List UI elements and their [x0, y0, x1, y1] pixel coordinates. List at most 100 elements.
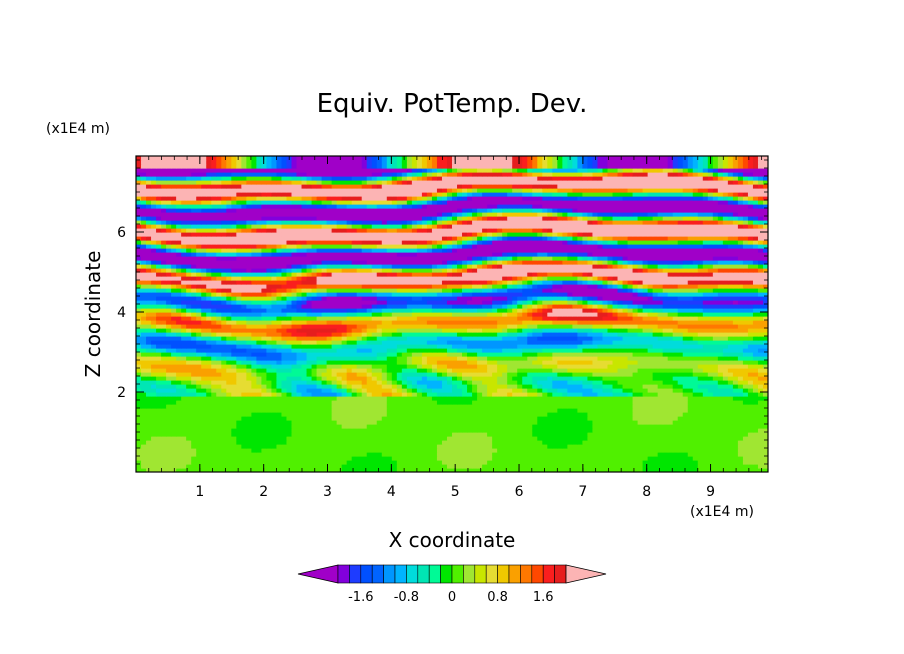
heatmap-cell: [532, 316, 538, 321]
heatmap-cell: [381, 416, 388, 421]
heatmap-cell: [356, 392, 363, 397]
heatmap-cell: [301, 312, 308, 317]
heatmap-cell: [742, 388, 749, 393]
heatmap-cell: [291, 388, 298, 393]
heatmap-cell: [682, 444, 689, 449]
heatmap-cell: [667, 400, 674, 405]
heatmap-cell: [492, 432, 498, 437]
heatmap-cell: [592, 448, 599, 453]
heatmap-cell: [366, 444, 373, 449]
heatmap-cell: [446, 372, 453, 377]
heatmap-cell: [241, 440, 247, 445]
heatmap-cell: [411, 448, 418, 453]
heatmap-cell: [306, 384, 313, 389]
heatmap-cell: [311, 412, 318, 417]
heatmap-cell: [542, 448, 548, 453]
heatmap-cell: [472, 400, 478, 405]
heatmap-cell: [587, 368, 594, 373]
heatmap-cell: [161, 396, 167, 401]
heatmap-cell: [692, 324, 699, 329]
heatmap-cell: [366, 396, 373, 401]
heatmap-cell: [436, 392, 443, 397]
heatmap-cell: [582, 320, 589, 325]
heatmap-cell: [381, 348, 388, 353]
heatmap-cell: [687, 428, 694, 433]
heatmap-cell: [637, 460, 644, 465]
heatmap-cell: [396, 332, 403, 337]
heatmap-cell: [141, 320, 147, 325]
heatmap-cell: [527, 376, 533, 381]
heatmap-cell: [577, 384, 584, 389]
heatmap-cell: [537, 380, 543, 385]
heatmap-cell: [672, 384, 679, 389]
heatmap-cell: [452, 424, 458, 429]
heatmap-cell: [406, 332, 413, 337]
heatmap-cell: [507, 396, 513, 401]
heatmap-cell: [216, 468, 222, 472]
heatmap-cell: [141, 436, 147, 441]
heatmap-cell: [201, 316, 207, 321]
heatmap-cell: [366, 440, 373, 445]
heatmap-cell: [467, 392, 473, 397]
heatmap-cell: [497, 340, 503, 345]
heatmap-cell: [261, 400, 268, 405]
heatmap-cell: [276, 468, 283, 472]
heatmap-cell: [346, 324, 353, 329]
heatmap-cell: [361, 412, 368, 417]
heatmap-cell: [191, 352, 197, 357]
heatmap-cell: [687, 444, 694, 449]
heatmap-cell: [331, 456, 338, 461]
heatmap-cell: [682, 424, 689, 429]
heatmap-cell: [472, 412, 478, 417]
heatmap-cell: [156, 392, 162, 397]
heatmap-cell: [692, 340, 699, 345]
heatmap-cell: [512, 440, 518, 445]
heatmap-cell: [441, 320, 448, 325]
heatmap-cell: [316, 340, 323, 345]
heatmap-cell: [391, 384, 398, 389]
heatmap-cell: [311, 316, 318, 321]
heatmap-cell: [577, 440, 584, 445]
heatmap-cell: [542, 372, 548, 377]
heatmap-cell: [467, 464, 473, 469]
heatmap-cell: [652, 336, 659, 341]
heatmap-cell: [141, 352, 147, 357]
heatmap-cell: [707, 360, 714, 365]
heatmap-cell: [241, 312, 247, 317]
heatmap-cell: [426, 400, 433, 405]
heatmap-cell: [321, 404, 328, 409]
heatmap-cell: [146, 432, 152, 437]
heatmap-cell: [532, 468, 538, 472]
heatmap-cell: [582, 404, 589, 409]
heatmap-cell: [366, 408, 373, 413]
heatmap-cell: [527, 456, 533, 461]
heatmap-cell: [747, 400, 754, 405]
heatmap-cell: [406, 404, 413, 409]
heatmap-cell: [572, 380, 578, 385]
heatmap-cell: [502, 376, 508, 381]
heatmap-cell: [537, 340, 543, 345]
heatmap-cell: [707, 448, 714, 453]
heatmap-cell: [732, 400, 739, 405]
heatmap-cell: [196, 352, 202, 357]
heatmap-cell: [702, 424, 709, 429]
heatmap-cell: [692, 404, 699, 409]
heatmap-cell: [697, 444, 704, 449]
heatmap-cell: [457, 392, 463, 397]
heatmap-cell: [592, 428, 599, 433]
heatmap-cell: [161, 368, 167, 373]
heatmap-cell: [547, 432, 553, 437]
heatmap-cell: [762, 380, 768, 385]
heatmap-cell: [321, 460, 328, 465]
heatmap-cell: [381, 372, 388, 377]
heatmap-cell: [166, 312, 172, 317]
heatmap-cell: [276, 364, 283, 369]
heatmap-cell: [692, 392, 699, 397]
heatmap-cell: [201, 440, 207, 445]
heatmap-cell: [477, 332, 483, 337]
heatmap-cell: [462, 336, 468, 341]
heatmap-cell: [662, 436, 669, 441]
heatmap-cell: [271, 380, 278, 385]
heatmap-cell: [226, 448, 232, 453]
heatmap-cell: [271, 412, 278, 417]
